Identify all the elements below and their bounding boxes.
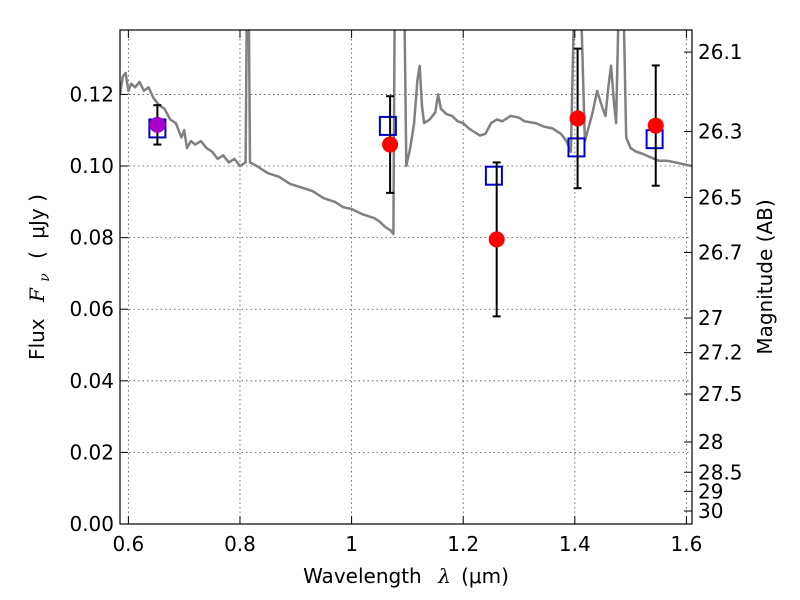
x-axis-label-main: Wavelength: [303, 564, 422, 588]
observed-point: [382, 136, 399, 153]
x-tick-label: 1.6: [671, 532, 703, 556]
y-tick-label: 0.02: [69, 440, 114, 464]
plot-frame: [119, 29, 693, 525]
y-tick-label: 0.00: [69, 512, 114, 536]
axis-ticks: 0.6 0.8 1 1.2 1.4 1.6 0.00 0.02 0.04 0.06 0.08 0.10…: [69, 30, 743, 556]
y-axis-label-paren-open: (: [25, 251, 49, 259]
y-axis-label-unit: μJy: [25, 208, 49, 239]
y-tick-label: 0.08: [69, 226, 114, 250]
observed-point: [647, 117, 664, 134]
y-axis-label-main: Flux: [25, 318, 49, 360]
mag-tick-label: 28: [698, 430, 723, 454]
mag-tick-label: 26.1: [698, 40, 743, 64]
x-tick-label: 1: [345, 532, 358, 556]
observed-point: [488, 231, 505, 248]
mag-tick-label: 29: [698, 479, 723, 503]
y-tick-label: 0.10: [69, 154, 114, 178]
y-tick-label: 0.04: [69, 369, 114, 393]
y-axis-label-var: F: [25, 287, 49, 303]
observed-point: [569, 110, 586, 127]
x-tick-label: 1.2: [447, 532, 479, 556]
model-square: [378, 115, 397, 136]
mag-tick-label: 27: [698, 306, 723, 330]
y-axis-label: Flux F ν ( μJy ): [25, 194, 54, 360]
mag-tick-label: 26.7: [698, 240, 743, 264]
y-axis-label-sub: ν: [37, 273, 53, 282]
mag-tick-label: 26.5: [698, 186, 743, 210]
x-tick-label: 0.6: [112, 532, 144, 556]
model-square: [484, 165, 503, 186]
x-tick-label: 0.8: [224, 532, 256, 556]
y2-axis-label: Magnitude (AB): [753, 199, 777, 354]
mag-tick-label: 28.5: [698, 460, 743, 484]
x-axis-label-var: λ: [437, 564, 451, 588]
data-points: [148, 47, 664, 318]
x-tick-label: 1.4: [559, 532, 591, 556]
model-square: [567, 137, 586, 158]
y-tick-label: 0.06: [69, 297, 114, 321]
x-axis-label-unit: (μm): [461, 564, 509, 588]
mag-tick-label: 26.3: [698, 119, 743, 143]
mag-tick-label: 30: [698, 499, 723, 523]
y-tick-label: 0.12: [69, 82, 114, 106]
observed-point: [149, 116, 166, 133]
x-axis-label: Wavelength λ (μm): [303, 564, 509, 588]
model-spectrum-line: [120, 30, 692, 236]
mag-tick-label: 27.5: [698, 382, 743, 406]
mag-tick-label: 27.2: [698, 341, 743, 365]
y-axis-label-paren-close: ): [25, 194, 49, 202]
